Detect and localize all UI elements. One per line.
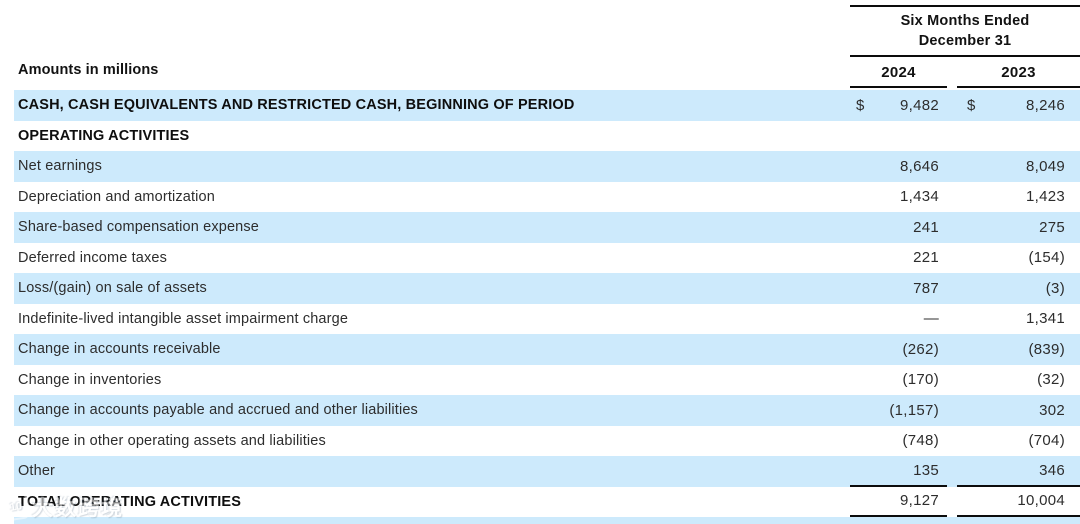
value-2023: 346 bbox=[957, 456, 1080, 487]
table-row-other: Other 135 346 bbox=[14, 456, 1080, 487]
currency-symbol: $ bbox=[967, 96, 976, 114]
period-column-group: Six Months Ended December 31 2024 2023 bbox=[850, 5, 1080, 88]
column-gap bbox=[947, 334, 957, 365]
table-row-deferred-taxes: Deferred income taxes 221 (154) bbox=[14, 243, 1080, 274]
value-2023: 1,423 bbox=[1025, 188, 1065, 206]
column-header-2024: 2024 bbox=[850, 57, 947, 88]
value-2023: 10,004 bbox=[957, 487, 1080, 517]
value-2024: $9,482 bbox=[856, 96, 939, 114]
column-gap bbox=[947, 273, 957, 304]
column-gap bbox=[947, 121, 957, 152]
value-2024: (262) bbox=[902, 340, 939, 358]
value-2024: 241 bbox=[913, 218, 939, 236]
column-gap bbox=[947, 212, 957, 243]
column-gap bbox=[947, 426, 957, 457]
currency-symbol: $ bbox=[856, 96, 865, 114]
column-gap bbox=[947, 395, 957, 426]
table-row-share-based-comp: Share-based compensation expense 241 275 bbox=[14, 212, 1080, 243]
row-label: Change in inventories bbox=[18, 371, 162, 388]
value-2023: (3) bbox=[1045, 279, 1065, 297]
table-row-net-earnings: Net earnings 8,646 8,049 bbox=[14, 151, 1080, 182]
row-label: TOTAL OPERATING ACTIVITIES bbox=[18, 493, 242, 510]
table-row-loss-gain-sale: Loss/(gain) on sale of assets 787 (3) bbox=[14, 273, 1080, 304]
value-2023: (704) bbox=[1028, 432, 1065, 450]
column-gap bbox=[947, 456, 957, 487]
section-heading: OPERATING ACTIVITIES bbox=[18, 127, 190, 144]
table-row-depreciation: Depreciation and amortization 1,434 1,42… bbox=[14, 182, 1080, 213]
table-row-cash-beginning: CASH, CASH EQUIVALENTS AND RESTRICTED CA… bbox=[14, 90, 1080, 121]
table-row-inventories: Change in inventories (170) (32) bbox=[14, 365, 1080, 396]
value-2024: — bbox=[923, 310, 939, 328]
value-2024: 221 bbox=[913, 249, 939, 267]
row-label: Other bbox=[18, 463, 56, 480]
value-2023: $8,246 bbox=[967, 96, 1065, 114]
column-gap bbox=[947, 151, 957, 182]
value-2024: (1,157) bbox=[889, 401, 939, 419]
table-row-accounts-receivable: Change in accounts receivable (262) (839… bbox=[14, 334, 1080, 365]
table-row-accounts-payable: Change in accounts payable and accrued a… bbox=[14, 395, 1080, 426]
row-label: Indefinite-lived intangible asset impair… bbox=[18, 310, 349, 327]
value-2023: (839) bbox=[1028, 340, 1065, 358]
row-label: Loss/(gain) on sale of assets bbox=[18, 280, 207, 297]
table-row-total-operating: TOTAL OPERATING ACTIVITIES 9,127 10,004 bbox=[14, 487, 1080, 518]
period-header: Six Months Ended December 31 bbox=[850, 5, 1080, 57]
table-row-impairment-charge: Indefinite-lived intangible asset impair… bbox=[14, 304, 1080, 335]
table-row-section-operating: OPERATING ACTIVITIES bbox=[14, 121, 1080, 152]
row-label: Change in accounts receivable bbox=[18, 341, 221, 358]
value-2024: 787 bbox=[913, 279, 939, 297]
column-gap bbox=[947, 487, 957, 518]
value-2023: 302 bbox=[1039, 401, 1065, 419]
year-header-row: 2024 2023 bbox=[850, 57, 1080, 88]
value-2024: (170) bbox=[902, 371, 939, 389]
row-label: Share-based compensation expense bbox=[18, 219, 259, 236]
value-2024: 135 bbox=[850, 456, 947, 487]
value-2023: 1,341 bbox=[1025, 310, 1065, 328]
row-label: Net earnings bbox=[18, 158, 103, 175]
value-2023: (32) bbox=[1037, 371, 1065, 389]
row-label: Change in other operating assets and lia… bbox=[18, 432, 326, 449]
value-2024: 1,434 bbox=[899, 188, 939, 206]
table-row-other-operating-assets: Change in other operating assets and lia… bbox=[14, 426, 1080, 457]
column-header-2023: 2023 bbox=[957, 57, 1080, 88]
table-header: Amounts in millions Six Months Ended Dec… bbox=[0, 0, 1080, 90]
column-gap bbox=[947, 182, 957, 213]
column-gap bbox=[947, 57, 957, 88]
period-line-2: December 31 bbox=[918, 33, 1012, 49]
row-label: CASH, CASH EQUIVALENTS AND RESTRICTED CA… bbox=[18, 97, 575, 114]
table-row-partial bbox=[14, 517, 1080, 524]
row-label: Change in accounts payable and accrued a… bbox=[18, 402, 418, 419]
amounts-in-millions-label: Amounts in millions bbox=[18, 62, 159, 78]
row-label: Deferred income taxes bbox=[18, 249, 168, 266]
value-2023: (154) bbox=[1028, 249, 1065, 267]
value-2024: (748) bbox=[902, 432, 939, 450]
row-label: Depreciation and amortization bbox=[18, 188, 215, 205]
column-gap bbox=[947, 243, 957, 274]
column-gap bbox=[947, 304, 957, 335]
value-2024: 9,127 bbox=[850, 487, 947, 517]
value-2023: 8,049 bbox=[1025, 157, 1065, 175]
table-body: CASH, CASH EQUIVALENTS AND RESTRICTED CA… bbox=[0, 90, 1080, 524]
column-gap bbox=[947, 365, 957, 396]
period-line-1: Six Months Ended bbox=[900, 13, 1030, 29]
value-2023: 275 bbox=[1039, 218, 1065, 236]
column-gap bbox=[947, 90, 957, 121]
value-2024: 8,646 bbox=[899, 157, 939, 175]
